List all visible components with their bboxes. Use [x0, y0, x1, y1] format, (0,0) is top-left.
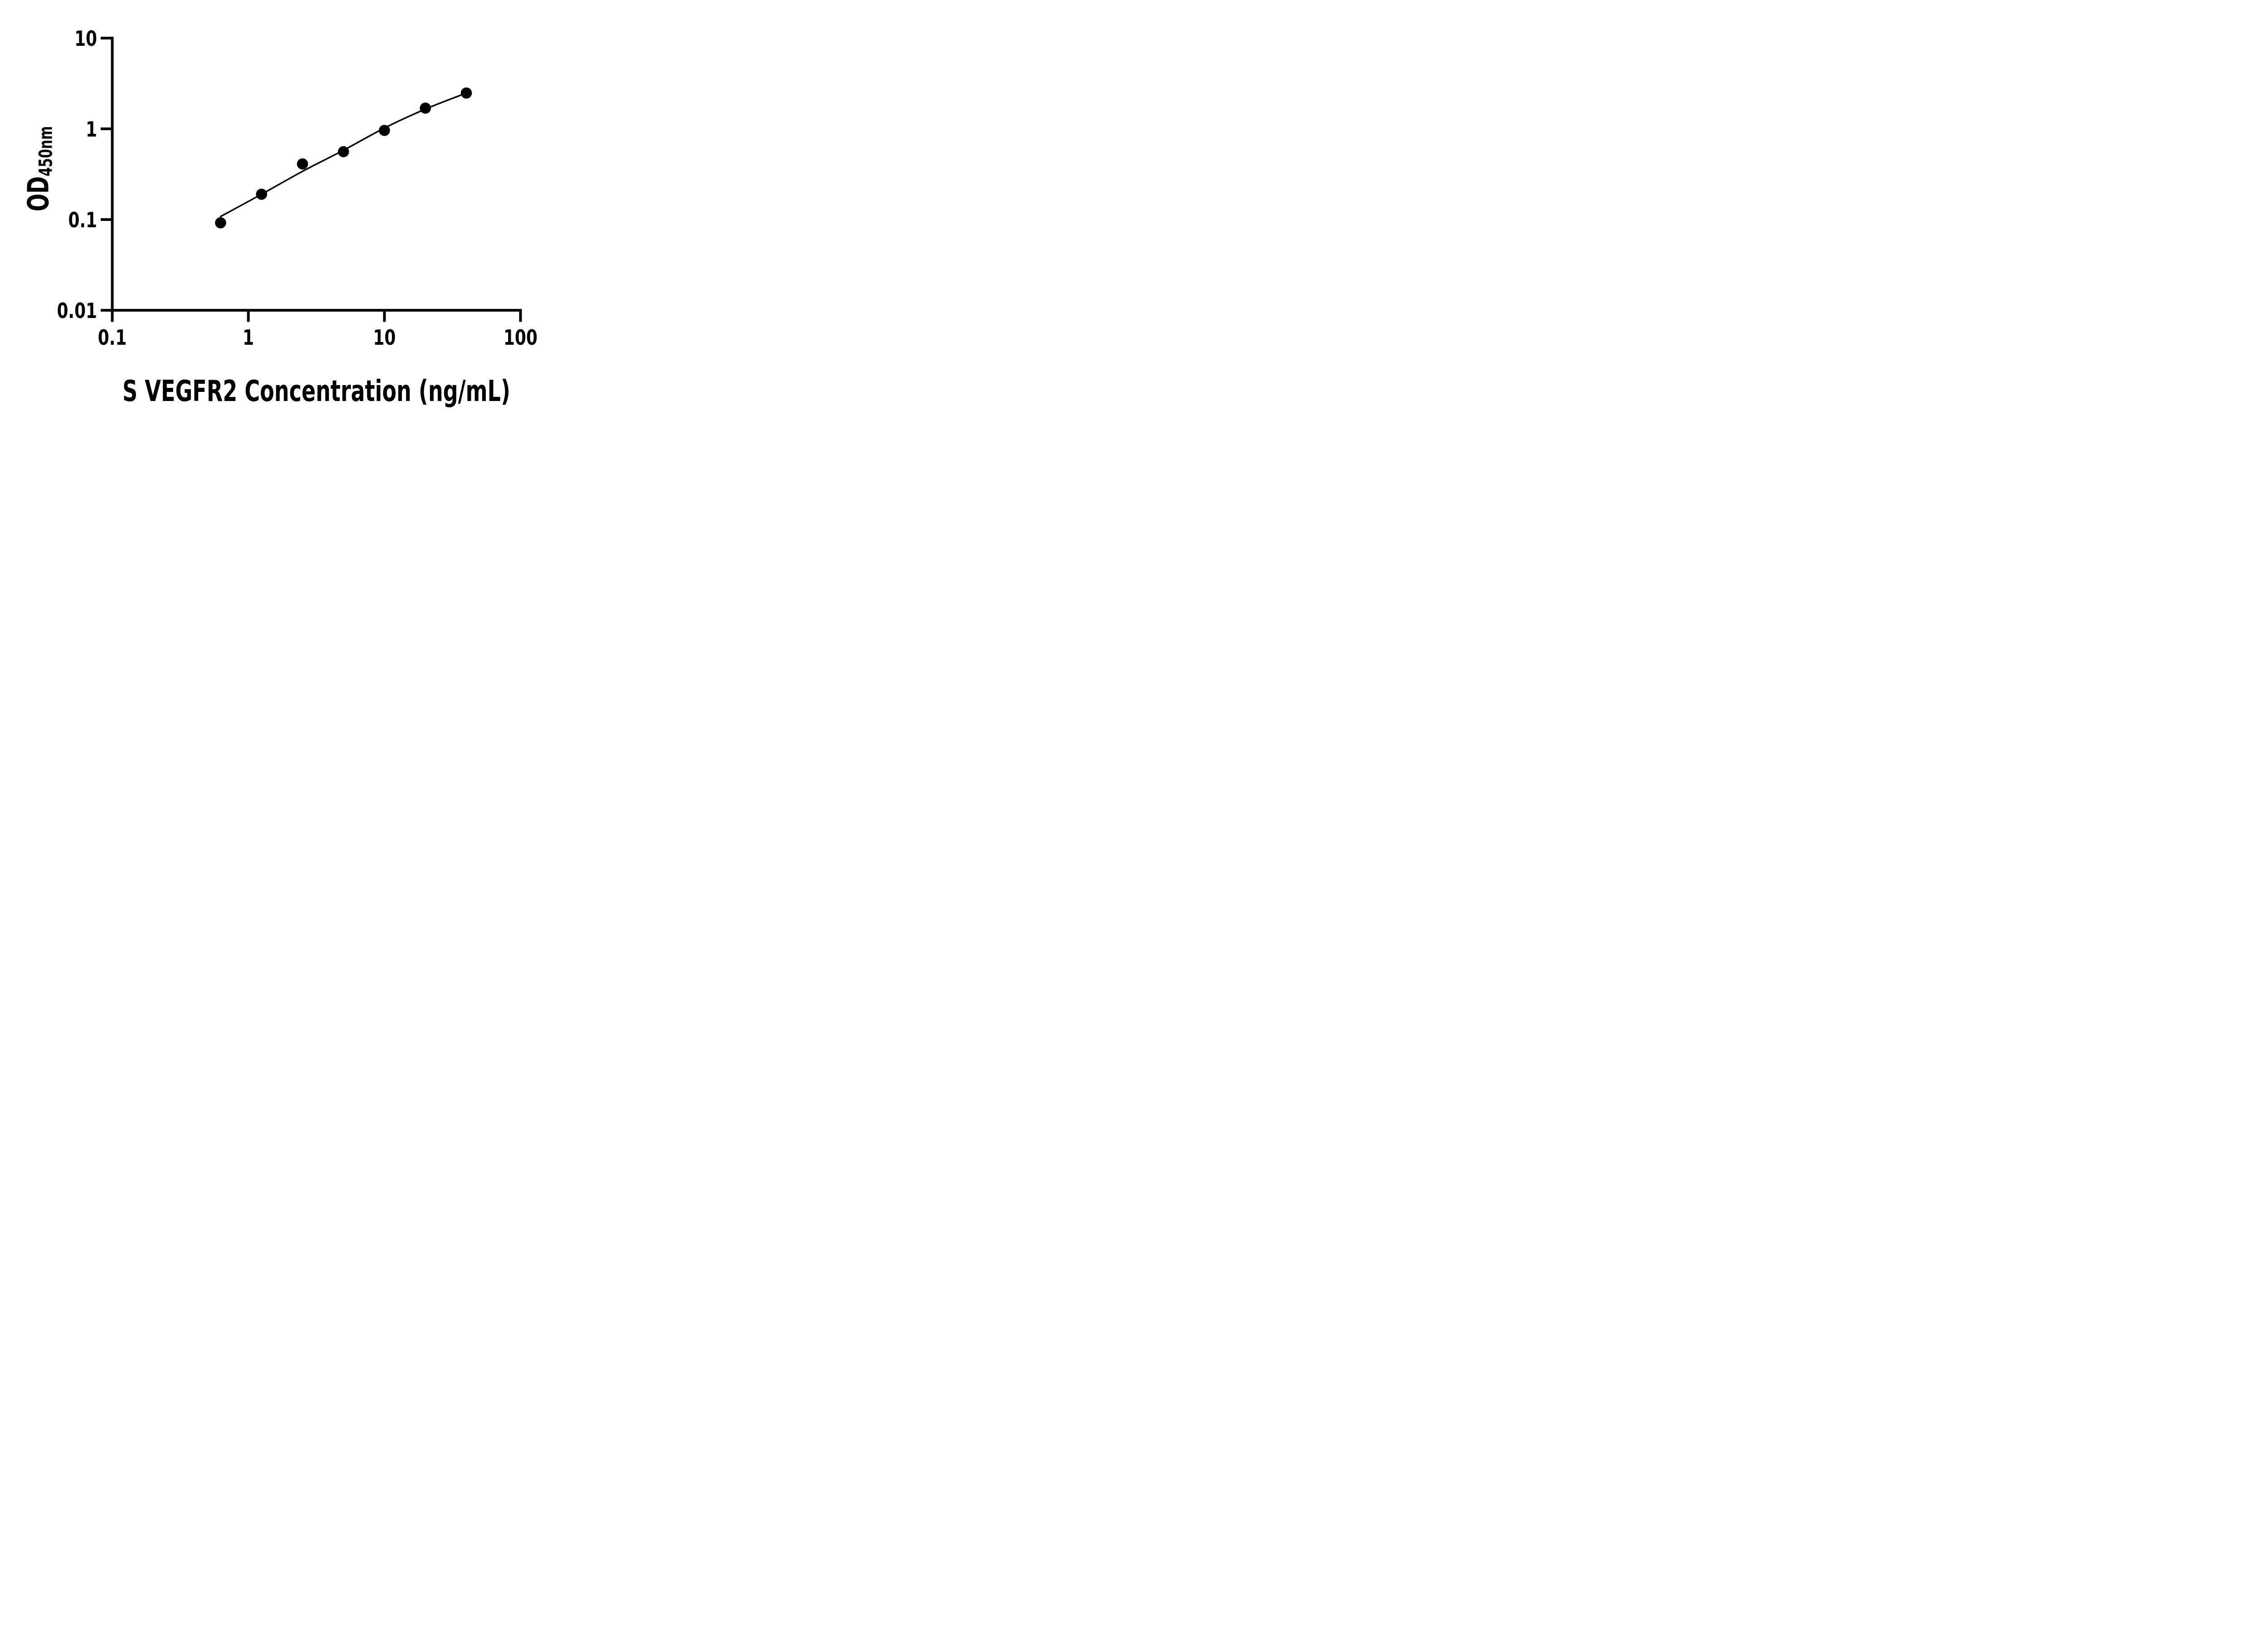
y-tick-label: 0.01: [57, 299, 97, 323]
x-tick-label: 0.1: [98, 326, 127, 350]
data-point: [297, 158, 308, 170]
x-axis-title: S VEGFR2 Concentration (ng/mL): [122, 374, 510, 408]
data-point: [460, 87, 472, 99]
data-points: [215, 87, 472, 229]
y-axis-title-subscript: 450nm: [36, 126, 57, 176]
data-point: [215, 217, 226, 229]
x-ticks: 0.1 1 10 100: [98, 310, 538, 350]
data-point: [420, 103, 431, 114]
elisa-standard-curve-figure: 10 1 0.1 0.01 0.1 1 10 100 S VEGFR2 Concentrat…: [0, 0, 583, 408]
y-tick-label: 10: [74, 27, 97, 51]
x-tick-label: 1: [243, 326, 254, 350]
y-tick-label: 0.1: [68, 208, 97, 233]
y-axis-title: OD450nm: [22, 126, 57, 211]
data-point: [256, 188, 267, 200]
y-tick-label: 1: [86, 117, 97, 142]
x-tick-label: 100: [503, 326, 538, 350]
data-point: [337, 146, 349, 157]
y-ticks: 10 1 0.1 0.01: [57, 27, 112, 323]
y-axis-title-base: OD: [22, 176, 56, 211]
x-tick-label: 10: [373, 326, 396, 350]
data-point: [379, 125, 390, 136]
